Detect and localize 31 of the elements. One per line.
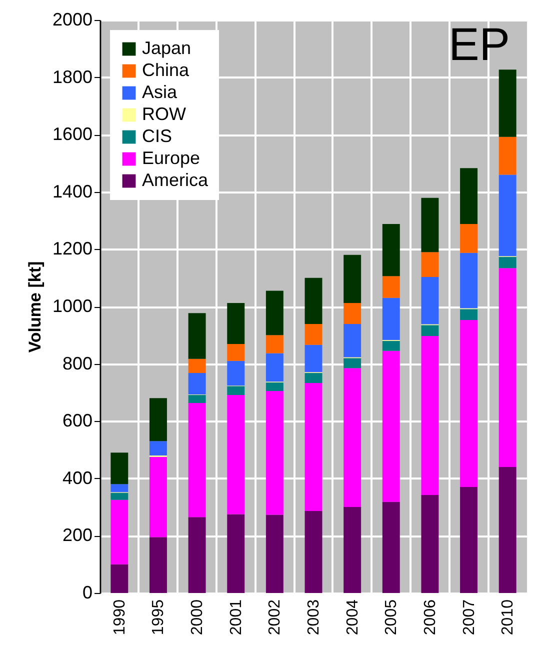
x-tick-label: 2003 [306,599,322,636]
legend-label: America [142,170,210,190]
x-tick-label: 1990 [111,599,128,636]
x-tick-label: 2007 [460,599,478,636]
x-tick-label: 2005 [383,599,400,636]
x-tick-label: 2006 [422,599,439,636]
x-tick-label: 1995 [150,599,168,636]
y-tick-label: 1000 [52,296,92,316]
y-tick-label: 800 [62,353,92,374]
legend-label: CIS [142,126,172,146]
y-tick-label: 200 [62,525,92,546]
y-tick-label: 1200 [52,238,92,259]
y-axis-title: Volume [kt] [25,261,44,353]
legend-label: China [142,60,190,80]
y-tick-label: 600 [62,410,92,431]
y-tick-label: 2000 [52,10,92,30]
legend-label: Asia [142,82,178,102]
x-tick-label: 2000 [189,599,206,636]
chart-title: EP [448,18,510,70]
y-tick-label: 0 [82,582,92,602]
y-tick-label: 1800 [52,66,92,87]
y-tick-label: 1400 [52,181,92,202]
x-tick-label: 2010 [500,599,517,636]
x-tick-label: 2004 [344,599,362,636]
y-tick-label: 400 [62,468,92,488]
x-tick-label: 2002 [266,599,284,636]
legend-label: Europe [142,148,200,168]
x-tick-label: 2001 [228,599,245,636]
legend-label: Japan [142,38,192,58]
legend-label: ROW [142,104,186,124]
y-tick-label: 1600 [52,124,92,144]
